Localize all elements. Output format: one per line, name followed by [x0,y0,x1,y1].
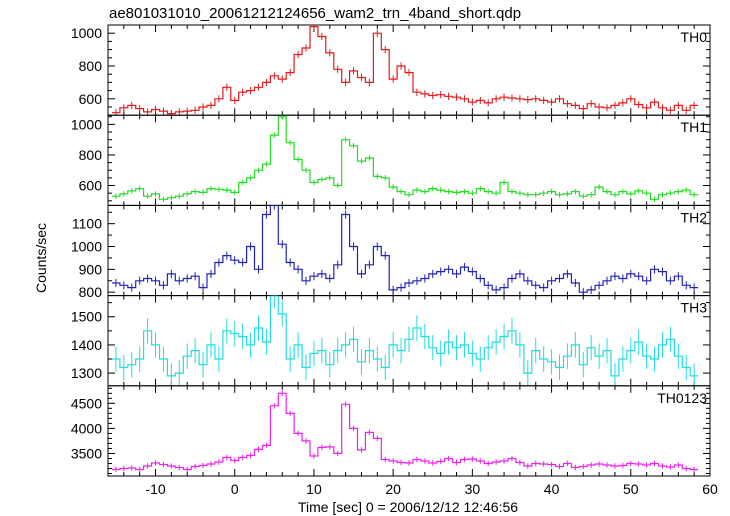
panel-label: TH0 [681,29,708,45]
series-line-th2 [112,205,699,293]
x-tick-label: 30 [465,481,481,497]
panel-th1: 600 800 1000 TH1 [71,114,711,206]
panel-data [112,115,699,203]
series-line-th3 [112,295,699,377]
panel-data [112,390,699,473]
series-line-th0123 [112,392,699,471]
y-tick-label: 800 [79,147,103,163]
x-tick-label: -10 [145,481,165,497]
x-tick-label: 0 [231,481,239,497]
panel-label: TH3 [681,300,708,316]
panel-th2: 800 900 1000 1100 TH2 [71,204,711,300]
y-tick-label: 800 [79,58,103,74]
y-tick-label: 800 [79,284,103,300]
y-tick-label: 900 [79,261,103,277]
x-tick-label: 20 [385,481,401,497]
panel-data [112,295,699,386]
panel-th3: 1300 1400 1500 TH3 [71,295,711,387]
panel-th0: 600 800 1000 TH0 [71,24,711,116]
y-tick-label: 1000 [71,239,102,255]
panel-label: TH0123 [657,390,707,406]
y-tick-label: 1000 [71,116,102,132]
y-tick-label: 4000 [71,420,102,436]
y-tick-label: 1000 [71,25,102,41]
panel-data [112,25,699,116]
y-tick-label: 600 [79,91,103,107]
y-tick-label: 1100 [72,216,102,232]
y-tick-label: 1500 [71,309,102,325]
panel-data [112,205,699,296]
x-axis-label: Time [sec] 0 = 2006/12/12 12:46:56 [298,499,518,515]
y-tick-label: 1400 [71,337,102,353]
x-tick-label: 10 [306,481,322,497]
y-tick-label: 1300 [71,365,102,381]
x-tick-label: 60 [702,481,718,497]
x-tick-label: 40 [544,481,560,497]
chart-title: ae801031010_20061212124656_wam2_trn_4ban… [109,5,521,22]
series-line-th0 [112,26,699,115]
y-axis-label: Counts/sec [33,223,49,293]
y-tick-label: 600 [79,178,103,194]
series-line-th1 [112,116,699,200]
y-tick-label: 4500 [71,395,102,411]
panel-th0123: 3500 4000 4500 TH0123 [71,385,711,477]
panel-label: TH2 [681,209,708,225]
y-tick-label: 3500 [71,445,102,461]
x-tick-label: 50 [623,481,639,497]
panel-label: TH1 [681,119,708,135]
